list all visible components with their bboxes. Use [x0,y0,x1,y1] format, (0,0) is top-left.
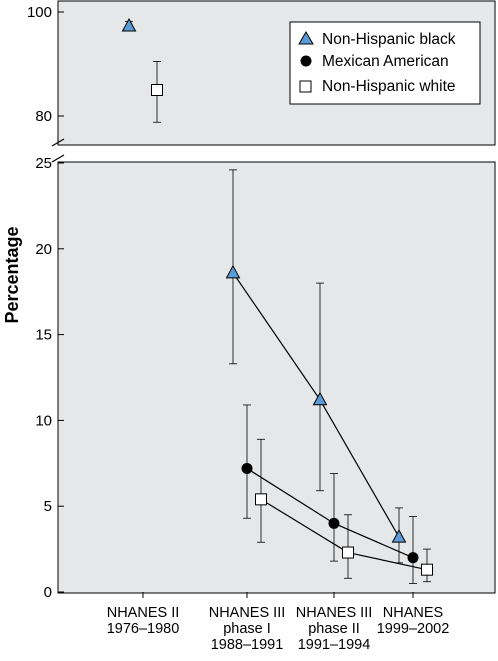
point-circle [328,517,340,529]
legend-box [289,21,481,105]
axis-break-mark-1 [51,138,65,147]
x-category-label: phase II [308,621,360,637]
point-square [342,546,354,559]
y-tick-label: 10 [35,412,52,429]
legend-label-black: Non-Hispanic black [322,31,456,48]
x-category-label: NHANES II [107,605,180,621]
error-bars [125,20,431,584]
legend-label-white: Non-Hispanic white [322,78,456,95]
point-triangle [225,264,241,279]
x-category-label: 1991–1994 [298,637,371,653]
x-category-label: NHANES III [296,605,373,621]
y-tick-label: 25 [35,155,52,172]
legend-square-icon [299,80,312,93]
point-square [151,84,163,96]
y-tick-label: 5 [44,498,52,515]
tick-group: 0 5 10 15 20 25 80 100 [27,4,414,601]
legend-label-mexican: Mexican American [322,53,449,70]
axis-break-mark-2 [51,154,65,163]
point-square [255,493,267,506]
legend: Non-Hispanic black Mexican American Non-… [289,21,481,105]
y-tick-label: 0 [44,584,52,601]
legend-triangle-icon [298,31,314,45]
y-tick-label: 20 [35,241,52,258]
x-category-label: 1988–1991 [211,637,284,653]
point-triangle [121,17,137,32]
point-triangle [391,529,407,543]
point-triangle [312,391,328,406]
x-category-label: 1976–1980 [107,621,180,637]
x-category-label: phase I [223,621,271,637]
y-axis-label: Percentage [2,226,22,323]
y-tick-label: 15 [35,327,52,344]
x-category-label: 1999–2002 [377,621,450,637]
point-circle [407,552,419,564]
x-category-label: NHANES III [209,605,286,621]
axis-break-gap [59,146,495,161]
data-markers [121,17,433,576]
x-category-label: NHANES [383,605,443,621]
y-tick-label: 100 [27,4,52,21]
plot-area-lower [57,161,496,594]
legend-circle-icon [300,55,312,67]
point-circle [241,462,253,474]
point-square [421,563,433,576]
y-tick-label: 80 [35,108,52,125]
